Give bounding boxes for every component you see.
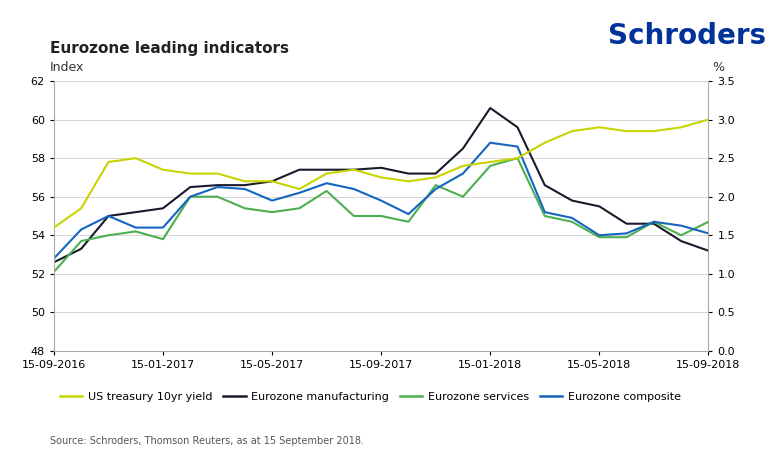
Legend: US treasury 10yr yield, Eurozone manufacturing, Eurozone services, Eurozone comp: US treasury 10yr yield, Eurozone manufac… bbox=[55, 387, 685, 406]
Text: Source: Schroders, Thomson Reuters, as at 15 September 2018.: Source: Schroders, Thomson Reuters, as a… bbox=[50, 436, 364, 446]
Text: Index: Index bbox=[50, 61, 85, 74]
Text: Schroders: Schroders bbox=[608, 22, 766, 50]
Text: %: % bbox=[712, 61, 725, 74]
Text: Eurozone leading indicators: Eurozone leading indicators bbox=[50, 41, 289, 56]
